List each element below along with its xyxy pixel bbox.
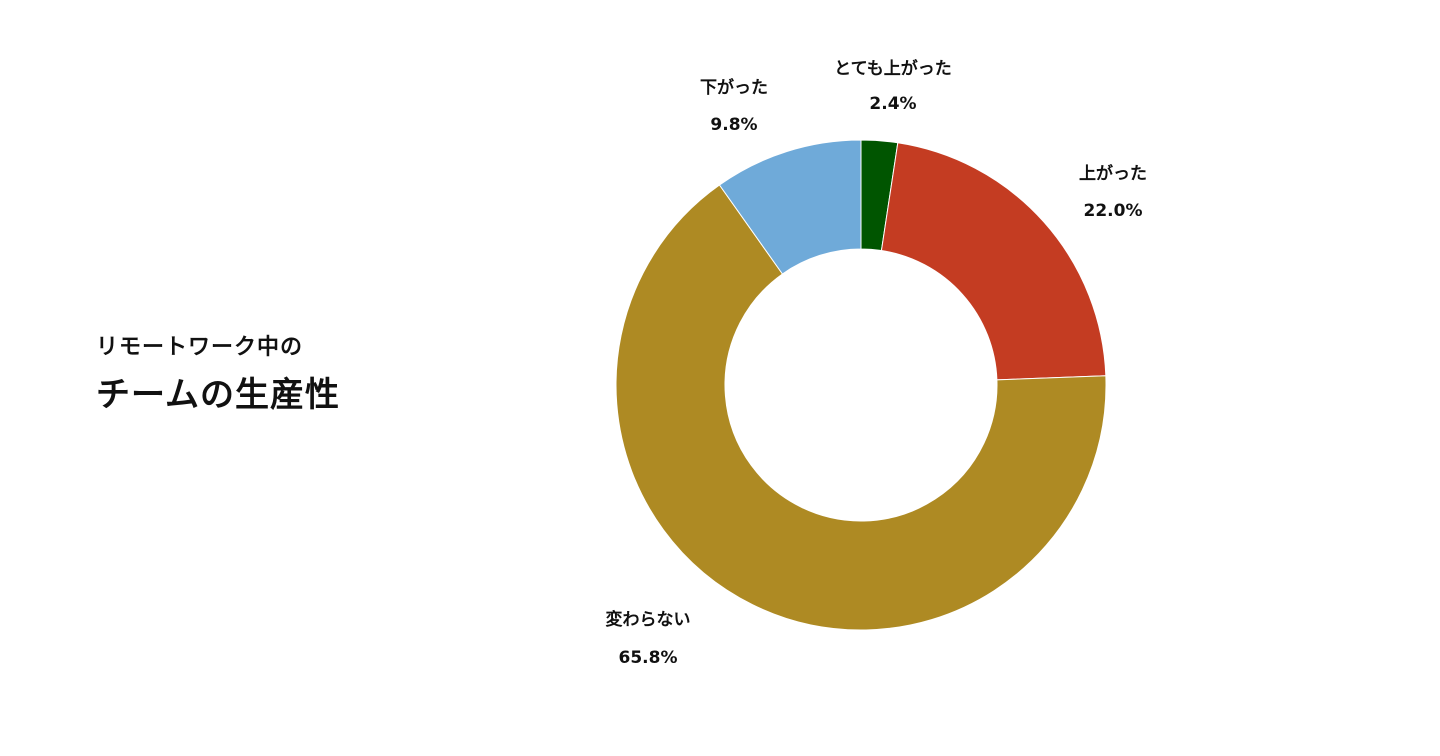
chart-subtitle: リモートワーク中の [96,335,304,360]
pie-slice [718,139,862,275]
slice-label: 下がった [700,77,768,98]
chart-title-block: リモートワーク中の チームの生産性 [96,332,340,422]
pie-slice [880,142,1107,381]
slice-label: とても上がった [834,58,952,79]
chart-title: チームの生産性 [96,375,340,415]
slice-label: 上がった [1079,163,1147,184]
slice-value-label: 9.8% [710,115,757,135]
slice-value-label: 2.4% [869,94,916,114]
slice-value-label: 22.0% [1084,201,1143,221]
slice-value-label: 65.8% [619,648,678,668]
pie-slice [615,184,1107,631]
slice-label: 変わらない [606,609,691,630]
